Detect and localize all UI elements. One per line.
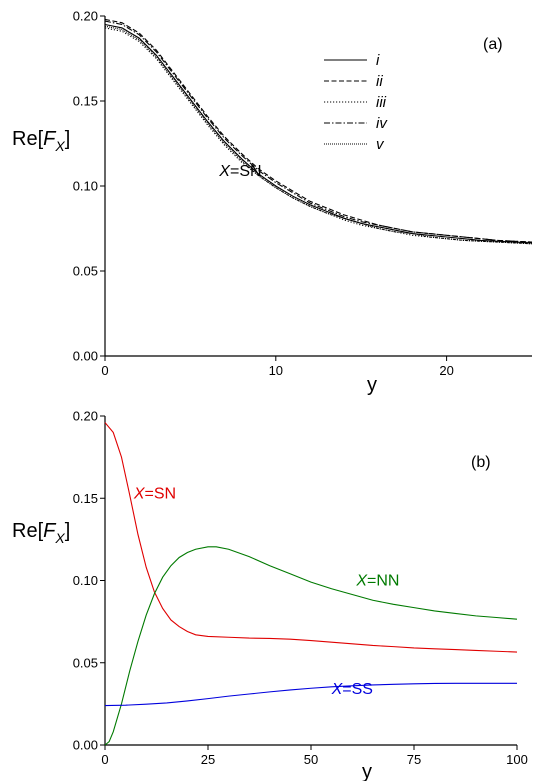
y-tick-label: 0.20: [73, 9, 98, 24]
series-label-text: =SN: [145, 485, 177, 502]
legend-label: v: [376, 136, 385, 153]
annotation-text: =SN: [230, 163, 262, 180]
y-axis-label-close: ]: [65, 128, 71, 150]
y-tick-label: 0.00: [73, 349, 98, 364]
x-tick-label: 0: [101, 752, 108, 767]
series-label: X=NN: [355, 572, 399, 589]
legend-label: i: [376, 52, 380, 69]
series-line-nn: [104, 546, 518, 746]
y-axis-label: Re[FX]: [12, 128, 70, 154]
legend-label: ii: [376, 73, 383, 90]
y-axis-label-close: ]: [65, 520, 71, 542]
series-label: X=SS: [331, 681, 373, 698]
x-tick-label: 75: [407, 752, 421, 767]
x-tick-label: 10: [269, 363, 283, 378]
chart-panel-1: 0.000.050.100.150.200 10 20yRe[FX](a)iiiii…: [12, 9, 533, 396]
x-tick-label: 0: [101, 363, 108, 378]
legend-label: iii: [376, 94, 387, 111]
y-axis-label-var: F: [43, 520, 57, 542]
x-tick-label: 50: [304, 752, 318, 767]
y-axis-label: Re[FX]: [12, 520, 70, 546]
panel-label: (b): [471, 454, 491, 471]
y-axis-label-sub: X: [54, 138, 65, 154]
series-label-var: X: [331, 681, 344, 698]
y-tick-label: 0.20: [73, 409, 98, 424]
panel-label: (a): [483, 36, 503, 53]
y-tick-label: 0.10: [73, 573, 98, 588]
y-tick-label: 0.15: [73, 491, 98, 506]
y-tick-label: 0.05: [73, 264, 98, 279]
annotation-var: X: [218, 163, 231, 180]
x-axis-label: y: [362, 761, 372, 781]
series-line-ss: [104, 682, 517, 707]
y-tick-label: 0.15: [73, 94, 98, 109]
annotation-label: X=SN: [218, 163, 261, 180]
series-line-iv: [104, 20, 533, 243]
y-axis-label-base: Re[: [12, 128, 44, 150]
y-axis-label-base: Re[: [12, 520, 44, 542]
series-line-v: [104, 25, 533, 245]
series-line-iii: [104, 27, 533, 245]
x-tick-label: 20: [439, 363, 453, 378]
y-tick-label: 0.05: [73, 655, 98, 670]
series-label-var: X: [133, 485, 146, 502]
series-label-text: =NN: [367, 572, 399, 589]
y-axis-label-sub: X: [54, 530, 65, 546]
series-line-sn: [104, 422, 518, 653]
series-label-var: X: [355, 572, 368, 589]
y-tick-label: 0.10: [73, 179, 98, 194]
series-label: X=SN: [133, 485, 176, 502]
series-label-text: =SS: [342, 681, 373, 698]
series-line-ii: [104, 18, 533, 243]
x-tick-label: 25: [201, 752, 215, 767]
y-tick-label: 0.00: [73, 738, 98, 753]
x-axis-label: y: [367, 374, 377, 396]
chart-panel-2: 0.000.050.100.150.200 25 50 75 100yRe[FX](b)…: [12, 409, 528, 781]
y-axis-label-var: F: [43, 128, 57, 150]
series-line-i: [104, 23, 533, 244]
legend-label: iv: [376, 115, 388, 132]
x-tick-label: 100: [506, 752, 528, 767]
